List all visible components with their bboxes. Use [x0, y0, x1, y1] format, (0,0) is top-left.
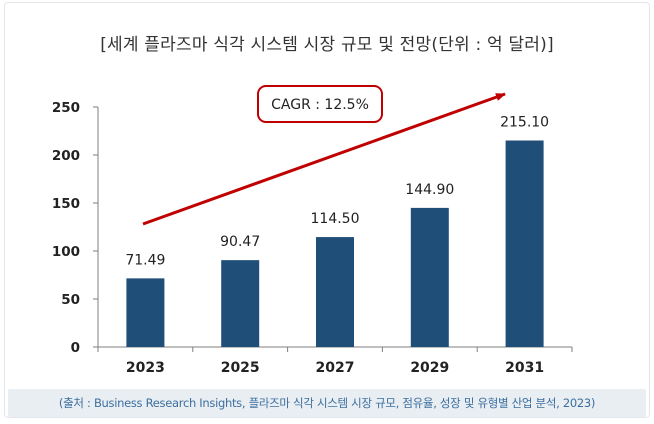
x-tick-label: 2025 [221, 360, 260, 376]
cagr-label: CAGR : 12.5% [271, 97, 369, 113]
x-tick-label: 2027 [316, 360, 355, 376]
x-tick-label: 2031 [505, 360, 544, 376]
source-bar: (출처 : Business Research Insights, 플라즈마 식… [8, 389, 646, 417]
x-tick-label: 2023 [126, 360, 165, 376]
labels: 0 50 100 150 200 250 71.49 2023 90.47 2025 114.50 2… [52, 100, 549, 376]
bar-2027 [316, 237, 354, 347]
source-note: (출처 : Business Research Insights, 플라즈마 식… [58, 396, 596, 410]
y-tick-label: 0 [71, 340, 80, 356]
bar-2023 [126, 278, 165, 347]
y-tick-label: 150 [52, 196, 80, 212]
cagr-box [257, 85, 383, 123]
value-label: 215.10 [500, 115, 549, 131]
y-tick-label: 200 [52, 148, 80, 164]
y-tick-label: 250 [52, 100, 80, 116]
value-label: 114.50 [311, 211, 360, 227]
value-label: 144.90 [405, 182, 454, 198]
growth-arrow [142, 92, 506, 226]
value-label: 90.47 [220, 234, 260, 250]
y-tick-label: 100 [52, 244, 80, 260]
y-tick-label: 50 [61, 292, 80, 308]
bar-2031 [505, 140, 544, 347]
x-tick-label: 2029 [410, 360, 449, 376]
bars [126, 140, 544, 347]
bar-2029 [410, 207, 449, 347]
chart-title: [세계 플라즈마 식각 시스템 시장 규모 및 전망(단위 : 억 달러)] [100, 35, 554, 55]
value-label: 71.49 [125, 252, 165, 268]
bar-2025 [221, 260, 260, 347]
